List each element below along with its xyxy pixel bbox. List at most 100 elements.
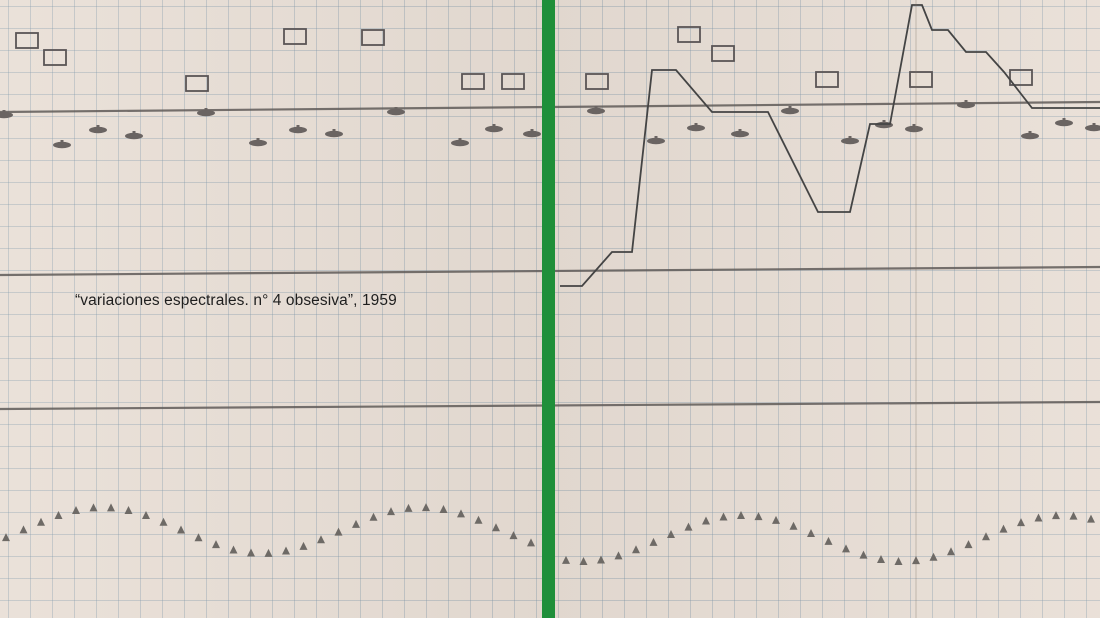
note-stem: [2, 110, 6, 115]
note-stem: [296, 125, 300, 130]
note-stem: [60, 140, 64, 145]
score-rect: [461, 73, 485, 90]
triangle-mark: [2, 533, 10, 542]
note-stem: [738, 129, 742, 134]
triangle-mark: [562, 555, 570, 564]
triangle-mark: [474, 515, 483, 524]
triangle-mark: [492, 523, 500, 532]
triangle-mark: [194, 533, 203, 542]
triangle-mark: [667, 530, 675, 539]
triangle-mark: [824, 536, 833, 545]
triangle-mark: [317, 535, 325, 544]
note-stem: [912, 124, 916, 129]
triangle-mark: [702, 516, 710, 525]
triangle-mark: [247, 548, 255, 557]
note-stem: [694, 123, 698, 128]
score-rect: [15, 32, 39, 49]
triangle-mark: [597, 555, 605, 564]
note-stem: [964, 100, 968, 105]
score-rect: [501, 73, 525, 90]
note-stem: [1028, 131, 1032, 136]
triangle-mark: [719, 512, 728, 521]
triangle-mark: [614, 551, 623, 560]
triangle-mark: [107, 503, 115, 512]
note-stem: [1062, 118, 1066, 123]
note-stem: [530, 129, 534, 134]
triangle-mark: [352, 519, 360, 528]
triangle-mark: [299, 541, 308, 550]
playhead-bar: [542, 0, 555, 618]
triangle-mark: [387, 507, 395, 516]
triangle-mark: [124, 506, 133, 515]
triangle-mark: [334, 527, 343, 536]
triangle-mark: [982, 532, 990, 541]
triangle-mark: [439, 504, 448, 513]
triangle-mark: [37, 517, 45, 526]
triangle-mark: [264, 548, 273, 557]
triangle-mark: [842, 544, 850, 553]
triangle-mark: [754, 512, 763, 521]
score-rect: [185, 75, 209, 92]
triangle-mark: [789, 521, 798, 530]
score-rect: [1009, 69, 1033, 86]
score-rect: [909, 71, 933, 88]
caption-text: “variaciones espectrales. n° 4 obsesiva”…: [75, 292, 397, 309]
note-stem: [1092, 123, 1096, 128]
paper-fold: [915, 0, 917, 618]
note-stem: [492, 124, 496, 129]
triangle-mark: [1034, 513, 1043, 522]
triangle-mark: [894, 556, 903, 565]
triangle-mark: [282, 546, 290, 555]
triangle-mark: [212, 540, 220, 549]
note-stem: [848, 136, 852, 141]
score-rect: [361, 29, 385, 46]
note-stem: [654, 136, 658, 141]
triangle-mark: [947, 547, 955, 556]
note-stem: [96, 125, 100, 130]
triangle-mark: [159, 517, 168, 526]
triangle-mark: [807, 528, 815, 537]
triangle-mark: [369, 512, 378, 521]
note-stem: [788, 106, 792, 111]
note-stem: [394, 107, 398, 112]
note-stem: [132, 131, 136, 136]
triangle-mark: [684, 522, 693, 531]
triangle-mark: [649, 537, 658, 546]
triangle-mark: [964, 540, 973, 549]
triangle-mark: [1069, 511, 1078, 520]
note-stem: [332, 129, 336, 134]
triangle-mark: [912, 556, 920, 565]
triangle-mark: [142, 511, 150, 520]
triangle-mark: [404, 503, 413, 512]
triangle-mark: [877, 555, 885, 564]
triangle-mark: [527, 538, 535, 547]
triangle-mark: [1087, 514, 1095, 523]
note-stem: [256, 138, 260, 143]
triangle-mark: [229, 545, 238, 554]
triangle-mark: [999, 524, 1008, 533]
note-stem: [882, 120, 886, 125]
triangle-mark: [737, 511, 745, 520]
triangle-mark: [929, 552, 938, 561]
score-rect: [43, 49, 67, 66]
triangle-mark: [54, 510, 63, 519]
score-rect: [585, 73, 609, 90]
triangle-mark: [509, 531, 518, 540]
score-rect: [677, 26, 701, 43]
triangle-mark: [457, 509, 465, 518]
triangle-mark: [632, 545, 640, 554]
note-stem: [204, 108, 208, 113]
triangle-mark: [579, 556, 588, 565]
triangle-mark: [19, 525, 28, 534]
triangle-mark: [1052, 511, 1060, 520]
score-rect: [283, 28, 307, 45]
score-rect: [815, 71, 839, 88]
note-stem: [594, 106, 598, 111]
triangle-mark: [422, 503, 430, 512]
triangle-mark: [1017, 518, 1025, 527]
triangle-mark: [89, 503, 98, 512]
triangle-mark: [772, 515, 780, 524]
triangle-mark: [859, 550, 868, 559]
triangle-mark: [177, 525, 185, 534]
